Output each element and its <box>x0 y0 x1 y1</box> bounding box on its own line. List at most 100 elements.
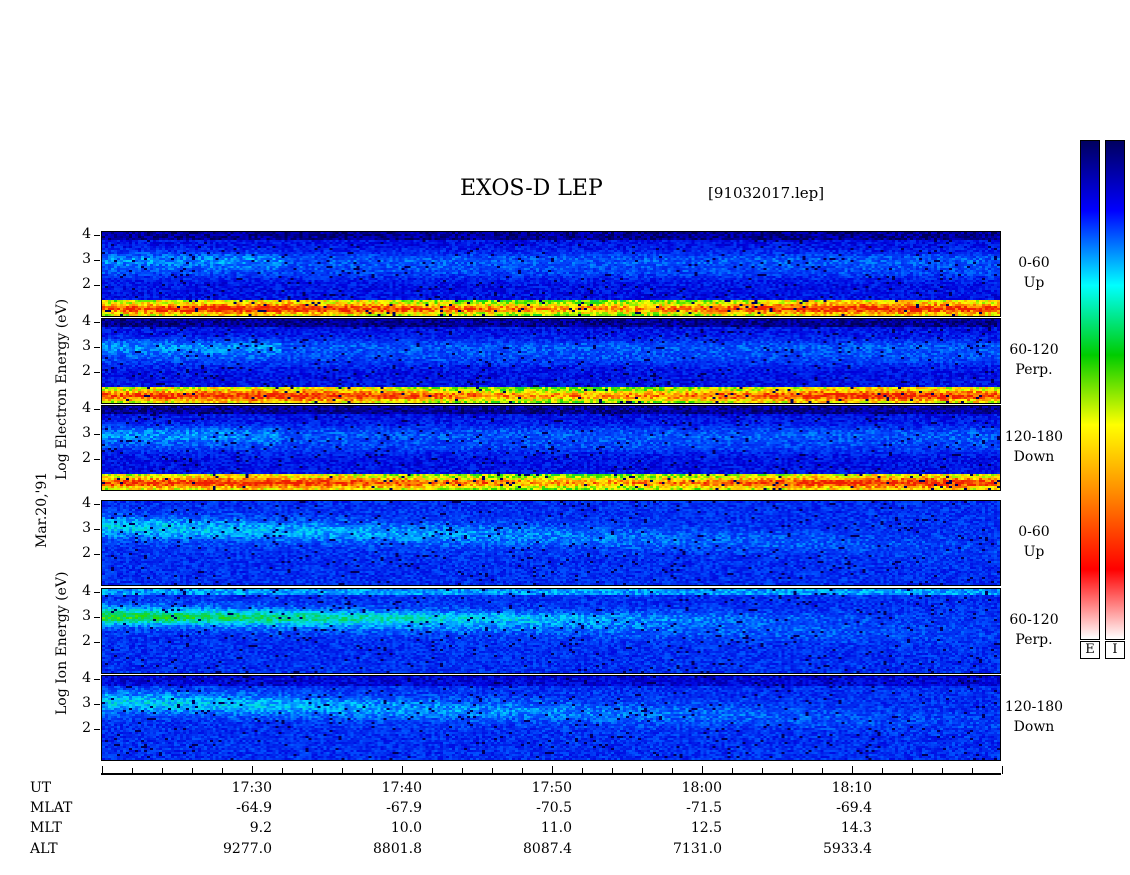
panel-frame <box>101 588 1001 674</box>
y-tick-label: 2 <box>77 450 91 466</box>
y-tick-mark <box>94 592 100 593</box>
y-tick-mark <box>94 554 100 555</box>
y-tick-mark <box>94 434 100 435</box>
x-tick-mark <box>942 768 943 773</box>
y-tick-label: 3 <box>77 608 91 624</box>
panel-frame <box>101 318 1001 404</box>
y-tick-label: 3 <box>77 338 91 354</box>
y-tick-label: 3 <box>77 695 91 711</box>
y-tick-mark <box>94 729 100 730</box>
pitch-direction: Perp. <box>1004 360 1064 380</box>
x-tick-ut: 17:40 <box>342 780 422 796</box>
pitch-range: 0-60 <box>1004 253 1064 273</box>
pitch-direction: Up <box>1004 542 1064 562</box>
colorbar-ion <box>1105 140 1125 640</box>
x-tick-mark <box>162 768 163 773</box>
x-tick-mark <box>222 768 223 773</box>
x-tick-mlat: -69.4 <box>792 800 872 816</box>
x-tick-ut: 17:30 <box>192 780 272 796</box>
x-tick-mlat: -64.9 <box>192 800 272 816</box>
panel-frame <box>101 231 1001 317</box>
x-tick-mark <box>732 768 733 773</box>
x-tick-mark <box>462 768 463 773</box>
x-tick-mark <box>672 768 673 773</box>
y-tick-mark <box>94 617 100 618</box>
x-tick-mark <box>882 768 883 773</box>
row-label-ut: UT <box>30 780 51 796</box>
pitch-label: 120-180 Down <box>1004 427 1064 467</box>
pitch-label: 0-60 Up <box>1004 253 1064 293</box>
panel-frame <box>101 405 1001 491</box>
x-tick-mark <box>402 766 403 774</box>
y-tick-mark <box>94 285 100 286</box>
y-tick-mark <box>94 372 100 373</box>
pitch-direction: Perp. <box>1004 630 1064 650</box>
x-tick-mark <box>1002 766 1003 774</box>
pitch-range: 0-60 <box>1004 522 1064 542</box>
x-tick-ut: 18:00 <box>642 780 722 796</box>
x-tick-mark <box>762 768 763 773</box>
pitch-range: 120-180 <box>1004 697 1064 717</box>
y-tick-label: 2 <box>77 545 91 561</box>
x-tick-ut: 17:50 <box>492 780 572 796</box>
pitch-label: 120-180 Down <box>1004 697 1064 737</box>
pitch-range: 60-120 <box>1004 610 1064 630</box>
x-tick-mark <box>912 768 913 773</box>
y-tick-mark <box>94 347 100 348</box>
x-tick-mlt: 12.5 <box>642 820 722 836</box>
x-tick-mark <box>342 768 343 773</box>
x-tick-mark <box>972 768 973 773</box>
pitch-label: 0-60 Up <box>1004 522 1064 562</box>
y-tick-label: 4 <box>77 313 91 329</box>
x-axis-line <box>101 773 1001 775</box>
x-tick-mark <box>492 768 493 773</box>
x-tick-mark <box>642 768 643 773</box>
pitch-label: 60-120 Perp. <box>1004 340 1064 380</box>
y-tick-label: 4 <box>77 670 91 686</box>
y-tick-label: 3 <box>77 520 91 536</box>
x-tick-mark <box>612 768 613 773</box>
date-label: Mar.20,'91 <box>34 472 50 548</box>
row-label-alt: ALT <box>30 841 58 857</box>
file-label: [91032017.lep] <box>708 184 824 202</box>
x-tick-mark <box>282 768 283 773</box>
y-tick-mark <box>94 529 100 530</box>
x-tick-alt: 7131.0 <box>642 841 722 857</box>
x-tick-mark <box>822 768 823 773</box>
row-label-mlt: MLT <box>30 820 62 836</box>
y-tick-mark <box>94 322 100 323</box>
y-tick-label: 3 <box>77 425 91 441</box>
y-tick-label: 4 <box>77 226 91 242</box>
x-tick-alt: 8087.4 <box>492 841 572 857</box>
x-tick-alt: 5933.4 <box>792 841 872 857</box>
x-tick-alt: 9277.0 <box>192 841 272 857</box>
y-tick-mark <box>94 504 100 505</box>
y-tick-label: 4 <box>77 583 91 599</box>
chart-title: EXOS-D LEP <box>460 176 603 201</box>
panel-frame <box>101 500 1001 586</box>
x-tick-mlt: 9.2 <box>192 820 272 836</box>
x-tick-mlat: -67.9 <box>342 800 422 816</box>
y-axis-label-ion: Log Ion Energy (eV) <box>54 572 70 715</box>
panel-frame <box>101 675 1001 761</box>
x-tick-mark <box>192 768 193 773</box>
y-tick-mark <box>94 459 100 460</box>
y-tick-mark <box>94 704 100 705</box>
x-tick-mark <box>582 768 583 773</box>
y-tick-mark <box>94 260 100 261</box>
pitch-range: 120-180 <box>1004 427 1064 447</box>
y-tick-label: 3 <box>77 251 91 267</box>
x-tick-mlt: 10.0 <box>342 820 422 836</box>
colorbar-ion-label: I <box>1105 641 1125 659</box>
y-axis-label-electron: Log Electron Energy (eV) <box>54 299 70 480</box>
x-tick-mark <box>702 766 703 774</box>
x-tick-mark <box>102 766 103 774</box>
y-tick-label: 2 <box>77 720 91 736</box>
y-tick-label: 2 <box>77 276 91 292</box>
row-label-mlat: MLAT <box>30 800 72 816</box>
y-tick-label: 2 <box>77 363 91 379</box>
y-tick-mark <box>94 409 100 410</box>
x-tick-mark <box>372 768 373 773</box>
x-tick-mlat: -71.5 <box>642 800 722 816</box>
x-tick-mark <box>552 766 553 774</box>
